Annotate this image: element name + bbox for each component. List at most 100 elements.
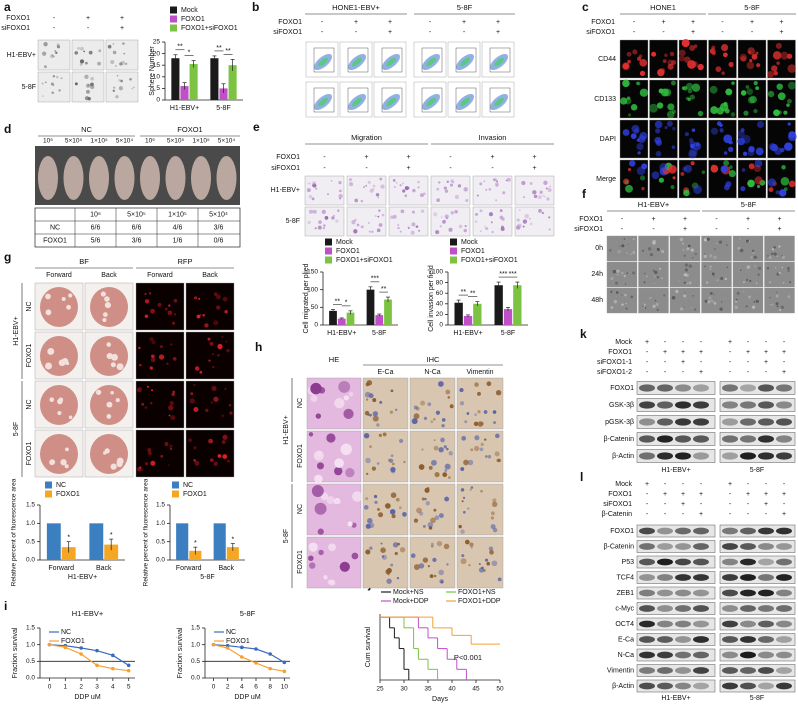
wound-image-feature [713, 293, 715, 296]
condition-sign: - [765, 339, 768, 346]
legend-label: FOXO1+siFOXO1 [461, 257, 518, 264]
condition-label: FOXO1 [276, 154, 300, 161]
ihc-image-feature [372, 411, 379, 417]
y-axis-title: Relative percent of fluorescence area [11, 478, 18, 586]
fluorescence-image-feature [755, 51, 759, 55]
wound-image-feature [643, 272, 646, 275]
fluorescence-image-feature [781, 165, 786, 170]
x-tick-label: 5-8F [501, 330, 515, 337]
band-label: GSK-3β [609, 402, 634, 409]
legend-label: FOXO1 [336, 248, 360, 255]
band-label: β-Catenin [604, 436, 635, 443]
micrograph-feature [115, 65, 117, 67]
blot-strip [636, 664, 716, 677]
ihc-image-feature [369, 445, 372, 448]
transwell-image-feature [502, 191, 506, 195]
wound-image-feature [642, 249, 645, 252]
blot-band [740, 589, 756, 597]
fluorescence-image-feature [728, 146, 734, 152]
wound-image-feature [656, 308, 659, 312]
rfp-image-feature [222, 434, 228, 440]
ihc-image-feature [390, 466, 396, 473]
wound-image-feature [769, 296, 771, 299]
rfp-image-feature [213, 461, 218, 467]
column-label: IHC [427, 355, 441, 364]
transwell-image [304, 175, 345, 206]
wound-image-feature [684, 292, 686, 294]
ihc-image-feature [433, 418, 436, 421]
condition-sign: + [681, 491, 685, 498]
ihc-image-feature [468, 564, 471, 567]
stain-label: N-Ca [424, 369, 440, 376]
legend-label: NC [56, 482, 66, 489]
ihc-image-feature [398, 506, 402, 510]
condition-sign: - [646, 349, 649, 356]
condition-sign: + [532, 154, 536, 161]
legend-label: FOXO1+NS [458, 589, 496, 596]
blot-band [639, 452, 655, 460]
fluorescence-image-feature [728, 169, 736, 178]
flow-gate [381, 47, 403, 73]
wound-image-feature [642, 305, 646, 308]
fluorescence-image-feature [666, 110, 675, 119]
flow-population-core [352, 97, 362, 107]
fluorescence-image-feature [658, 177, 664, 183]
x-tick-label: 2 [79, 684, 83, 691]
x-tick-label: 0 [212, 684, 216, 691]
blot-band [758, 574, 774, 581]
micrograph-feature [112, 89, 115, 92]
flow-gate [489, 47, 511, 73]
blot-band [776, 418, 792, 426]
rfp-image-feature [150, 308, 155, 314]
condition-sign: + [764, 491, 768, 498]
micrograph-feature [116, 74, 119, 77]
legend-label: Mock [461, 239, 478, 246]
fluorescence-image-feature [689, 45, 696, 51]
ihc-image-feature [420, 400, 426, 406]
stain-label: E-Ca [378, 369, 394, 376]
lung [40, 385, 78, 425]
fluorescence-image-feature [683, 189, 690, 197]
transwell-image-feature [545, 187, 548, 190]
blot-band [776, 636, 792, 643]
lung-nodule [104, 296, 110, 302]
lung-nodule [61, 296, 66, 301]
blot-band [776, 574, 792, 581]
wound-image-feature [725, 243, 728, 247]
ihc-image-feature [403, 460, 406, 464]
condition-label: β-Catenin [602, 511, 633, 518]
he-image-feature [329, 579, 336, 586]
fluorescence-image-feature [697, 63, 704, 71]
ihc-image-feature [413, 405, 418, 410]
condition-sign: + [764, 501, 768, 508]
ihc-image-feature [443, 445, 447, 449]
condition-sign: - [321, 19, 324, 26]
dose-label: 10⁶ [145, 138, 155, 145]
blot-band [657, 558, 673, 566]
transwell-image-feature [548, 216, 551, 219]
rfp-image-feature [168, 414, 171, 417]
rfp-image-feature [138, 346, 141, 350]
ihc-image-feature [446, 447, 449, 451]
fluorescence-image-feature [625, 184, 633, 193]
blot-band [776, 589, 792, 597]
x-tick-label: 5 [127, 684, 131, 691]
rfp-image-feature [202, 314, 205, 317]
blot-strip [636, 540, 716, 553]
micrograph-feature [43, 42, 48, 47]
ihc-image-feature [492, 498, 497, 503]
band-label: β-Actin [612, 453, 634, 460]
condition-sign: + [681, 501, 685, 508]
row-label: FOXO1 [297, 444, 304, 468]
condition-sign: + [699, 511, 703, 518]
ihc-image-feature [438, 513, 444, 519]
blot-band [740, 418, 756, 426]
wound-image-feature [757, 266, 762, 270]
transwell-image-feature [378, 209, 381, 212]
wound-image-feature [778, 271, 781, 275]
fluorescence-image-feature [775, 42, 782, 49]
transwell-image [472, 175, 513, 206]
significance-label: * [67, 535, 70, 542]
he-image-feature [339, 561, 350, 572]
wound-image-feature [771, 248, 775, 251]
